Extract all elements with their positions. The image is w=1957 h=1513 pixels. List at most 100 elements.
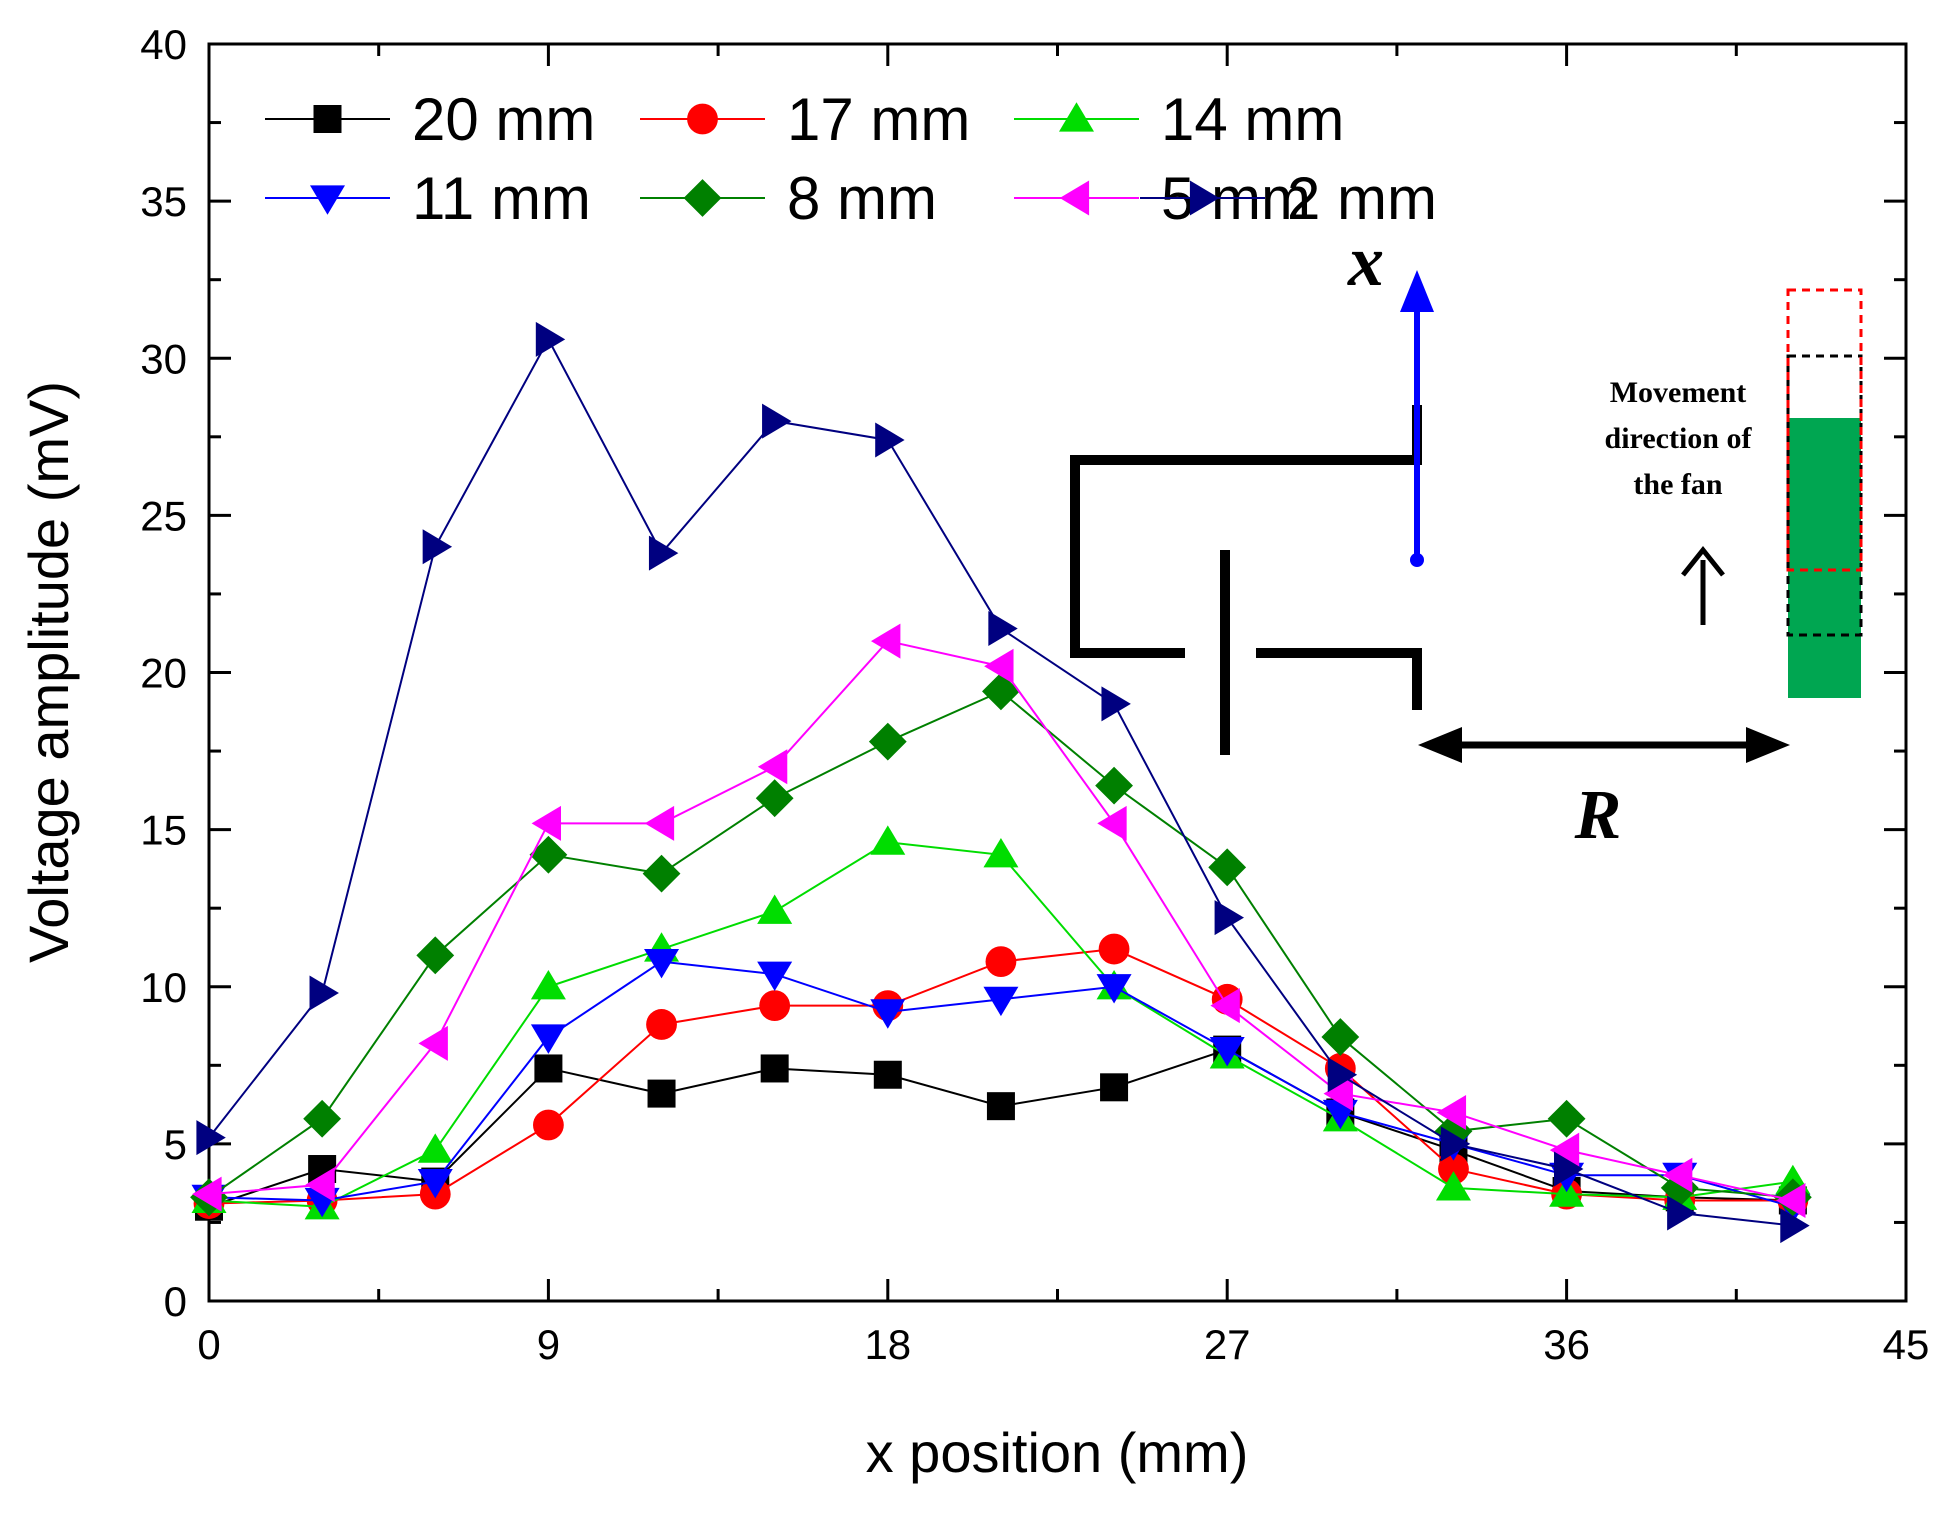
electrode-lower-line [1256, 648, 1422, 710]
y-tick-label: 15 [140, 807, 187, 854]
x-axis-title: x position (mm) [866, 1421, 1249, 1484]
legend-entry: 14 mm [1014, 86, 1344, 153]
data-point [868, 722, 907, 761]
data-point [646, 1009, 677, 1040]
data-point [1323, 1076, 1353, 1112]
series-11-mm [191, 949, 1811, 1224]
x-arrow-label: x [1347, 221, 1384, 301]
data-point [309, 975, 339, 1011]
data-point [755, 779, 794, 818]
y-tick-label: 40 [140, 21, 187, 68]
legend-label: 11 mm [412, 165, 591, 232]
data-point [1436, 1094, 1467, 1130]
data-point [759, 990, 791, 1022]
fan-movement-arrow-head-icon [1681, 545, 1725, 577]
data-point [875, 422, 905, 458]
data-point [1434, 1112, 1473, 1151]
legend-label: 17 mm [787, 86, 970, 153]
data-point [647, 1079, 676, 1108]
data-point [530, 1024, 566, 1054]
fan-text-line-3: the fan [1633, 468, 1722, 501]
legend-marker-icon [683, 179, 722, 217]
electrode-upper-line [1070, 455, 1420, 658]
fan-text-line-1: Movement [1610, 376, 1747, 409]
data-point [1780, 1208, 1810, 1244]
x-tick-label: 45 [1883, 1321, 1930, 1368]
data-point [760, 1054, 789, 1083]
data-point [1776, 1182, 1806, 1218]
y-tick-label: 10 [140, 964, 187, 1011]
data-point [533, 1109, 564, 1141]
data-point [1660, 1168, 1699, 1207]
data-point [983, 837, 1019, 868]
data-point [988, 611, 1018, 647]
series-layer [190, 321, 1812, 1244]
legend-label: 20 mm [412, 86, 595, 153]
fan-outline-red [1786, 288, 1863, 572]
data-point [757, 749, 788, 785]
data-point [1435, 1171, 1471, 1201]
fan-outline-black [1786, 354, 1863, 637]
data-point [1214, 900, 1244, 936]
series-5-mm [192, 623, 1806, 1218]
data-point [416, 936, 455, 975]
legend-marker-icon [1059, 180, 1090, 216]
data-point [192, 1176, 222, 1212]
data-point [1210, 988, 1240, 1024]
data-point [1098, 933, 1130, 965]
x-tick-label: 0 [197, 1321, 220, 1368]
x-tick-label: 36 [1543, 1321, 1590, 1368]
x-tick-label: 27 [1204, 1321, 1251, 1368]
legend-marker-icon [310, 185, 345, 215]
data-point [642, 854, 681, 893]
data-point [534, 1054, 563, 1083]
data-point [1438, 1153, 1469, 1185]
y-tick-label: 25 [140, 492, 187, 539]
legend-entry: 8 mm [640, 165, 937, 232]
data-point [1667, 1195, 1697, 1231]
data-point [757, 894, 793, 924]
r-arrow-left-head-icon [1418, 727, 1462, 763]
data-point [1095, 766, 1133, 805]
data-point [1327, 1057, 1358, 1093]
r-label: R [1574, 777, 1622, 854]
data-point [985, 946, 1017, 978]
data-point [418, 1025, 448, 1061]
series-8-mm [190, 672, 1812, 1217]
r-arrow-right-head-icon [1746, 727, 1790, 763]
legend-entry: 20 mm [265, 86, 595, 153]
fan-blade [1788, 418, 1861, 698]
data-point [1554, 1151, 1584, 1187]
legend-label: 8 mm [787, 165, 937, 232]
data-point [870, 825, 906, 855]
data-point [873, 1060, 902, 1089]
legend-marker-icon [313, 105, 342, 133]
data-point [529, 835, 568, 874]
data-point [1209, 1037, 1245, 1067]
data-point [1549, 1132, 1580, 1168]
legend-entry: 2 mm [1140, 165, 1437, 232]
y-tick-label: 35 [140, 178, 187, 225]
data-point [530, 969, 566, 1000]
y-tick-label: 5 [164, 1121, 187, 1168]
inset-schematic: x R Movement direction of the fan [1070, 221, 1863, 854]
plot-frame [207, 42, 1908, 1303]
data-point [644, 949, 680, 979]
data-point [983, 986, 1019, 1017]
legend-entry: 11 mm [265, 165, 591, 232]
data-point [303, 1099, 342, 1138]
x-axis-arrow-origin-icon [1410, 553, 1424, 567]
data-point [305, 1167, 335, 1203]
data-point [648, 535, 679, 571]
data-point [1096, 974, 1132, 1004]
data-point [986, 1092, 1015, 1121]
legend-label: 2 mm [1287, 165, 1437, 232]
x-tick-label: 18 [864, 1321, 911, 1368]
data-point [196, 1120, 226, 1156]
data-point [984, 648, 1014, 684]
data-point [1662, 1157, 1693, 1193]
legend-marker-icon [1059, 102, 1094, 132]
data-point [417, 1168, 453, 1199]
